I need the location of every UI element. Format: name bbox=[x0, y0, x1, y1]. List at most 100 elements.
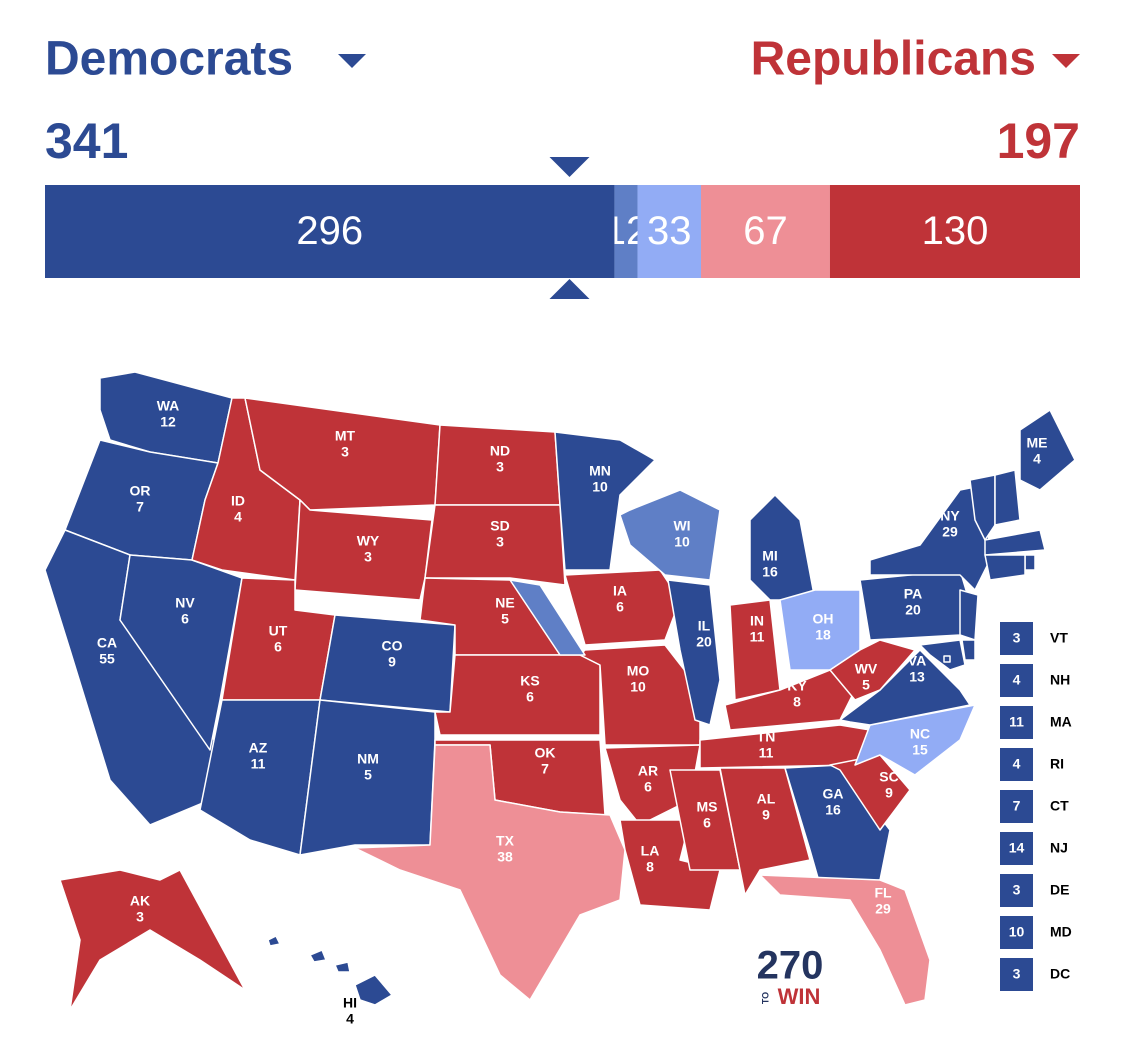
small-state-abbr: RI bbox=[1050, 756, 1064, 772]
state-abbr: WA bbox=[157, 398, 180, 414]
state-abbr: OR bbox=[130, 483, 151, 499]
state-abbr: WV bbox=[855, 661, 878, 677]
state-votes: 9 bbox=[885, 785, 893, 801]
small-state-votes: 4 bbox=[1013, 756, 1021, 772]
small-state-box bbox=[1000, 664, 1033, 697]
democrats-dropdown-arrow[interactable] bbox=[338, 54, 366, 68]
state-abbr: IL bbox=[698, 618, 711, 634]
state-votes: 6 bbox=[181, 611, 189, 627]
state-shape bbox=[434, 654, 601, 736]
bar-segment-label: 33 bbox=[647, 209, 692, 253]
state-abbr: KY bbox=[787, 678, 807, 694]
small-state-abbr: MA bbox=[1050, 714, 1072, 730]
state-votes: 7 bbox=[541, 761, 549, 777]
small-state-votes: 10 bbox=[1009, 924, 1025, 940]
small-state-votes: 11 bbox=[1009, 714, 1024, 730]
small-state-box bbox=[1000, 916, 1033, 949]
state-abbr: AK bbox=[130, 893, 150, 909]
state-votes: 29 bbox=[875, 901, 891, 917]
state-abbr: PA bbox=[904, 586, 922, 602]
state-votes: 3 bbox=[496, 459, 504, 475]
small-state-box bbox=[1000, 832, 1033, 865]
state-votes: 3 bbox=[341, 444, 349, 460]
state-abbr: OK bbox=[535, 745, 556, 761]
state-votes: 18 bbox=[815, 627, 831, 643]
state-shape bbox=[984, 529, 1046, 556]
state-abbr: OH bbox=[813, 611, 834, 627]
republicans-dropdown-arrow[interactable] bbox=[1052, 54, 1080, 68]
bar-segment-label: 130 bbox=[922, 209, 989, 253]
republicans-title[interactable]: Republicans bbox=[751, 33, 1036, 86]
state-shape bbox=[554, 431, 656, 571]
state-abbr: KS bbox=[520, 673, 539, 689]
state-abbr: SD bbox=[490, 518, 509, 534]
democrats-title[interactable]: Democrats bbox=[45, 33, 293, 86]
state-votes: 15 bbox=[912, 742, 928, 758]
state-votes: 38 bbox=[497, 849, 513, 865]
state-abbr: CO bbox=[382, 638, 403, 654]
state-votes: 9 bbox=[388, 654, 396, 670]
state-shape bbox=[667, 579, 721, 726]
state-votes: 5 bbox=[364, 767, 372, 783]
state-votes: 29 bbox=[942, 524, 958, 540]
state-abbr: MO bbox=[627, 663, 650, 679]
small-state-votes: 3 bbox=[1013, 882, 1021, 898]
bar-segment-label: 67 bbox=[743, 209, 788, 253]
state-shape bbox=[59, 869, 246, 1011]
state-votes: 10 bbox=[630, 679, 646, 695]
state-abbr: NV bbox=[175, 595, 195, 611]
state-abbr: NC bbox=[910, 726, 930, 742]
bar-segment bbox=[701, 185, 830, 278]
state-abbr: UT bbox=[269, 623, 288, 639]
state-shape bbox=[1024, 554, 1036, 571]
republicans-total: 197 bbox=[997, 113, 1080, 169]
state-abbr: AZ bbox=[249, 740, 268, 756]
state-votes: 8 bbox=[793, 694, 801, 710]
state-shape bbox=[579, 644, 701, 746]
logo: 270 TO WIN bbox=[757, 944, 824, 1009]
state-shape bbox=[1019, 409, 1076, 491]
small-state-abbr: CT bbox=[1050, 798, 1069, 814]
state-abbr: ID bbox=[231, 493, 245, 509]
state-shape bbox=[759, 874, 931, 1006]
small-state-list: 3 VT 4 NH 11 MA 4 RI 7 CT 14 NJ 3 DE 10 MD 3 DC bbox=[1000, 622, 1072, 991]
state-votes: 3 bbox=[364, 549, 372, 565]
state-abbr: NE bbox=[495, 595, 514, 611]
state-votes: 11 bbox=[251, 756, 266, 772]
state-shape bbox=[994, 469, 1021, 526]
state-shape bbox=[564, 569, 681, 646]
state-abbr: SC bbox=[879, 769, 898, 785]
small-state-votes: 14 bbox=[1009, 840, 1025, 856]
state-shape bbox=[961, 639, 976, 661]
small-state-abbr: VT bbox=[1050, 630, 1068, 646]
state-abbr: FL bbox=[874, 885, 892, 901]
state-votes: 4 bbox=[346, 1011, 354, 1027]
state-abbr: TX bbox=[496, 833, 515, 849]
state-votes: 4 bbox=[1033, 451, 1041, 467]
bar-segment bbox=[637, 185, 702, 278]
small-state-votes: 4 bbox=[1013, 672, 1021, 688]
state-shape bbox=[969, 474, 996, 541]
state-votes: 6 bbox=[616, 599, 624, 615]
state-shape bbox=[829, 639, 916, 701]
state-abbr: CA bbox=[97, 635, 117, 651]
small-state-votes: 3 bbox=[1013, 630, 1021, 646]
state-abbr: AR bbox=[638, 763, 658, 779]
state-shape bbox=[309, 949, 327, 963]
state-votes: 6 bbox=[526, 689, 534, 705]
state-abbr: MT bbox=[335, 428, 356, 444]
small-state-abbr: NH bbox=[1050, 672, 1070, 688]
state-votes: 9 bbox=[762, 807, 770, 823]
bar-segment bbox=[45, 185, 615, 278]
state-shape bbox=[959, 589, 979, 641]
bar-segment bbox=[614, 185, 638, 278]
small-state-box bbox=[1000, 706, 1033, 739]
majority-marker-bottom bbox=[549, 279, 590, 299]
state-shape bbox=[424, 504, 566, 586]
state-abbr: IA bbox=[613, 583, 627, 599]
state-abbr: NY bbox=[940, 508, 960, 524]
state-votes: 20 bbox=[905, 602, 921, 618]
